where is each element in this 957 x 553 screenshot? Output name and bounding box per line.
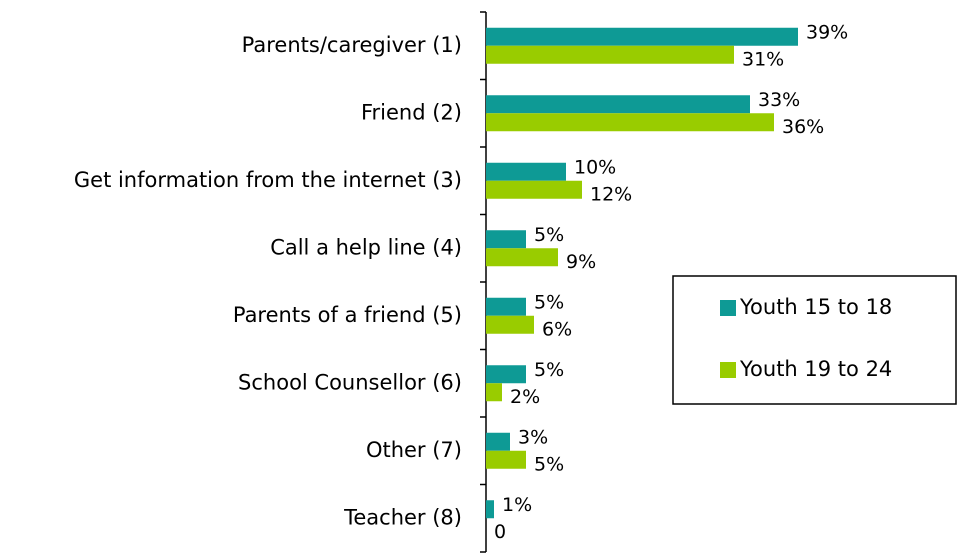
data-label: 5% bbox=[534, 453, 564, 475]
bar bbox=[486, 230, 526, 249]
category-label: Call a help line (4) bbox=[270, 235, 462, 259]
bar bbox=[486, 297, 526, 316]
data-label: 39% bbox=[806, 21, 848, 43]
bar bbox=[486, 45, 734, 64]
data-label: 36% bbox=[782, 116, 824, 138]
category-label: Get information from the internet (3) bbox=[74, 168, 462, 192]
data-label: 1% bbox=[502, 494, 532, 516]
category-label: Other (7) bbox=[366, 438, 462, 462]
legend-swatch bbox=[720, 300, 736, 316]
data-label: 31% bbox=[742, 48, 784, 70]
category-label: Friend (2) bbox=[361, 100, 462, 124]
data-label: 6% bbox=[542, 318, 572, 340]
bar bbox=[486, 383, 502, 402]
data-label: 2% bbox=[510, 386, 540, 408]
bar bbox=[486, 248, 558, 267]
legend-label: Youth 15 to 18 bbox=[739, 295, 892, 319]
bar bbox=[486, 27, 798, 46]
category-label: Parents/caregiver (1) bbox=[242, 33, 462, 57]
bar bbox=[486, 450, 526, 469]
data-label: 5% bbox=[534, 224, 564, 246]
category-label: Teacher (8) bbox=[343, 505, 462, 529]
bar bbox=[486, 180, 582, 199]
data-label: 5% bbox=[534, 291, 564, 313]
data-label: 3% bbox=[518, 426, 548, 448]
bar bbox=[486, 95, 750, 114]
category-label: School Counsellor (6) bbox=[238, 370, 462, 394]
bar bbox=[486, 315, 534, 334]
bar bbox=[486, 113, 774, 132]
legend-box bbox=[672, 275, 957, 405]
data-label: 12% bbox=[590, 183, 632, 205]
bar bbox=[486, 365, 526, 384]
legend-label: Youth 19 to 24 bbox=[739, 357, 892, 381]
bar bbox=[486, 162, 566, 181]
data-label: 5% bbox=[534, 359, 564, 381]
data-label: 0 bbox=[494, 521, 506, 543]
category-label: Parents of a friend (5) bbox=[233, 303, 462, 327]
data-label: 9% bbox=[566, 251, 596, 273]
bar bbox=[486, 432, 510, 451]
data-label: 33% bbox=[758, 89, 800, 111]
legend-swatch bbox=[720, 362, 736, 378]
data-label: 10% bbox=[574, 156, 616, 178]
bar bbox=[486, 500, 494, 519]
